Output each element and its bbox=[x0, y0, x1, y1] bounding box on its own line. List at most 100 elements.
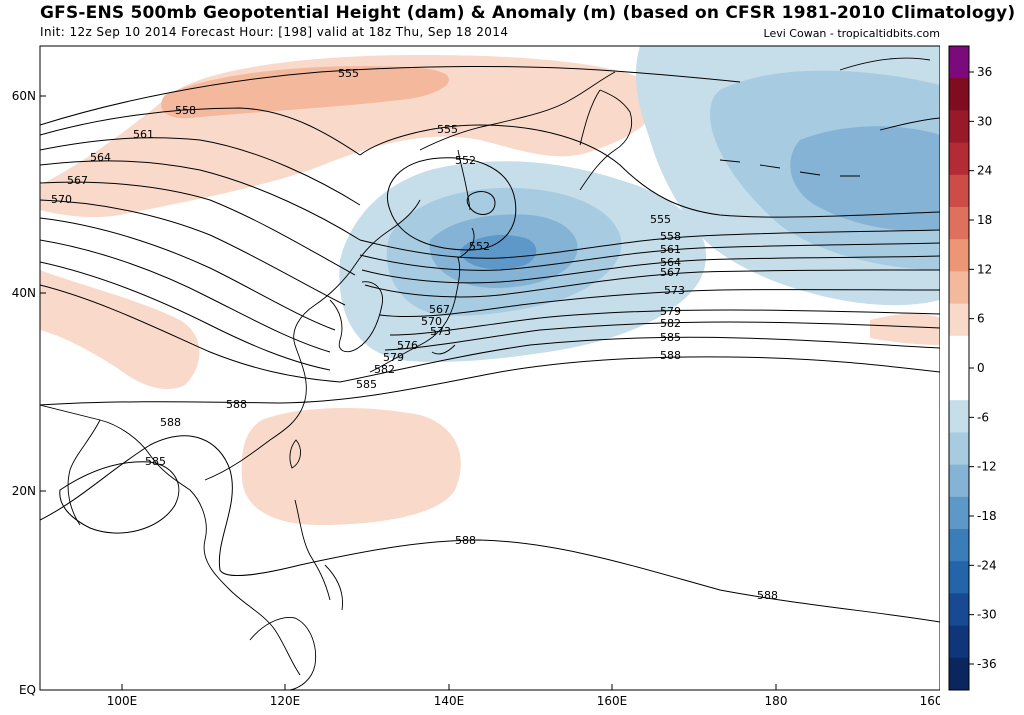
contour-552-loop bbox=[387, 157, 517, 251]
contour-label: 567 bbox=[67, 174, 88, 187]
init-line: Init: 12z Sep 10 2014 Forecast Hour: [19… bbox=[40, 25, 509, 39]
negative-anomaly-japan-center bbox=[460, 234, 537, 270]
contour-585-south bbox=[59, 461, 180, 534]
coast-borneo bbox=[249, 617, 317, 690]
contour-label: 585 bbox=[660, 331, 681, 344]
colorbar-cell bbox=[949, 78, 969, 111]
contour-570-west bbox=[40, 199, 346, 306]
lon-label: 160E bbox=[597, 694, 628, 708]
contour-label: 588 bbox=[660, 349, 681, 362]
colorbar-tick-label: -18 bbox=[977, 509, 997, 523]
contour-label: 585 bbox=[145, 455, 166, 468]
contour-label: 555 bbox=[650, 213, 671, 226]
contour-label: 573 bbox=[430, 325, 451, 338]
contour-label: 561 bbox=[660, 243, 681, 256]
contour-label: 573 bbox=[664, 284, 685, 297]
contour-582-east bbox=[384, 321, 940, 351]
contour-585-east bbox=[339, 336, 940, 383]
colorbar-tick-label: 24 bbox=[977, 164, 992, 178]
colorbar-tick-label: 0 bbox=[977, 361, 985, 375]
map-panel: 555 558 561 564 567 570 555 552 552 555 … bbox=[12, 45, 940, 708]
colorbar-tick-label: 36 bbox=[977, 65, 992, 79]
colorbar-cell bbox=[949, 142, 969, 176]
lon-label: 100E bbox=[107, 694, 138, 708]
colorbar-cell bbox=[949, 400, 969, 433]
positive-anomaly-south bbox=[241, 408, 461, 525]
colorbar-tick-label: -12 bbox=[977, 460, 997, 474]
height-contours bbox=[40, 65, 940, 623]
anomaly-shading bbox=[40, 46, 940, 525]
axis-ticks bbox=[40, 95, 777, 690]
lon-label: 160W bbox=[920, 694, 940, 708]
coast-asia bbox=[40, 199, 421, 676]
contour-576-west bbox=[40, 239, 331, 353]
contour-579-west bbox=[40, 261, 331, 371]
contour-label: 552 bbox=[455, 154, 476, 167]
contour-label: 579 bbox=[383, 351, 404, 364]
contour-label: 552 bbox=[469, 240, 490, 253]
contour-588-east bbox=[40, 356, 940, 406]
colorbar-tick-label: 18 bbox=[977, 213, 992, 227]
contour-567-west bbox=[40, 181, 356, 276]
colorbar: 36 30 24 18 12 6 0 -6 -12 -18 -24 -30 -36 bbox=[948, 45, 997, 691]
contour-555-loop bbox=[359, 124, 940, 218]
contour-558-west bbox=[40, 107, 361, 156]
colorbar-cell bbox=[949, 174, 969, 208]
colorbar-cell bbox=[949, 207, 969, 240]
positive-anomaly-core bbox=[161, 66, 449, 119]
colorbar-cell bbox=[949, 335, 969, 369]
contour-label: 579 bbox=[660, 305, 681, 318]
colorbar-tick-label: 30 bbox=[977, 114, 992, 128]
coastlines bbox=[40, 57, 940, 690]
contour-558-east bbox=[359, 229, 940, 259]
colorbar-cell bbox=[949, 271, 969, 305]
credit-text: Levi Cowan - tropicaltidbits.com bbox=[763, 27, 940, 40]
negative-anomaly-pacific-core bbox=[790, 126, 940, 232]
contour-label: 588 bbox=[160, 416, 181, 429]
colorbar-cell bbox=[949, 464, 969, 498]
map-frame bbox=[39, 45, 940, 691]
contour-582-west bbox=[40, 284, 341, 383]
contour-552-inner bbox=[466, 191, 496, 215]
contour-label: 588 bbox=[757, 589, 778, 602]
colorbar-cells bbox=[949, 46, 969, 691]
contour-label: 585 bbox=[356, 378, 377, 391]
contour-label: 567 bbox=[660, 266, 681, 279]
contour-579-east bbox=[389, 309, 940, 336]
coast-alaska bbox=[839, 57, 940, 131]
colorbar-cell bbox=[949, 657, 969, 691]
contour-label: 567 bbox=[429, 303, 450, 316]
coast-philippines bbox=[294, 499, 343, 611]
colorbar-tick-label: -6 bbox=[977, 410, 989, 424]
coast-taiwan bbox=[289, 439, 301, 469]
colorbar-cell bbox=[949, 46, 969, 79]
contour-label: 555 bbox=[338, 67, 359, 80]
contour-label: 558 bbox=[175, 104, 196, 117]
lat-label: 20N bbox=[12, 484, 36, 498]
coast-sakhalin bbox=[457, 149, 471, 211]
positive-anomaly-west bbox=[40, 270, 200, 390]
colorbar-cell bbox=[949, 239, 969, 272]
contour-561-west bbox=[40, 137, 361, 206]
contour-label-group: 555 558 561 564 567 570 555 552 552 555 … bbox=[51, 67, 778, 602]
lon-label: 180 bbox=[765, 694, 788, 708]
colorbar-tick-label: 6 bbox=[977, 312, 985, 326]
contour-label: 576 bbox=[397, 339, 418, 352]
lat-label: EQ bbox=[19, 683, 36, 697]
contour-label: 588 bbox=[455, 534, 476, 547]
contour-588-south bbox=[40, 435, 940, 623]
colorbar-cell bbox=[949, 529, 969, 562]
contour-561-east bbox=[359, 242, 940, 271]
colorbar-cell bbox=[949, 303, 969, 337]
colorbar-cell bbox=[949, 561, 969, 594]
coast-korea bbox=[329, 281, 383, 353]
colorbar-tick-label: 12 bbox=[977, 262, 992, 276]
lon-label: 120E bbox=[270, 694, 301, 708]
coast-kamchatka bbox=[579, 89, 633, 191]
coast-aleutians bbox=[719, 159, 860, 177]
contour-567-east bbox=[364, 269, 940, 298]
contour-label: 588 bbox=[226, 398, 247, 411]
contour-label: 582 bbox=[660, 317, 681, 330]
lon-label: 140E bbox=[434, 694, 465, 708]
contour-label: 561 bbox=[133, 128, 154, 141]
